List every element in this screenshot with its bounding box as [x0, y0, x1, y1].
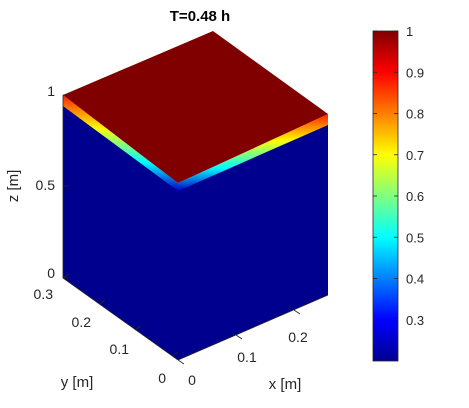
z-axis-label: z [m] — [5, 170, 22, 203]
y-axis-label: y [m] — [61, 374, 94, 391]
cube-left-face — [63, 95, 178, 360]
y-axis: 0.3 0.2 0.1 0 y [m] — [34, 273, 179, 391]
z-tick-label: 0.5 — [36, 177, 56, 193]
colorbar-tick-label: 0.7 — [406, 148, 424, 163]
x-tick-label: 0.2 — [288, 329, 308, 345]
z-axis: 1 0.5 0 z [m] — [5, 83, 69, 281]
x-tick-label: 0 — [188, 372, 196, 388]
colorbar-tick-label: 1 — [406, 24, 413, 39]
colorbar-tick-label: 0.5 — [406, 230, 424, 245]
colorbar: 0.3 0.4 0.5 0.6 0.7 0.8 0.9 1 — [372, 24, 424, 362]
y-tick-label: 0.1 — [110, 341, 130, 357]
colorbar-tick-label: 0.3 — [406, 313, 424, 328]
x-tick-label: 0.1 — [237, 349, 257, 365]
colorbar-tick-label: 0.6 — [406, 189, 424, 204]
colorbar-tick-label: 0.9 — [406, 65, 424, 80]
x-axis-label: x [m] — [269, 376, 302, 393]
z-tick-label: 1 — [47, 83, 55, 99]
chart-title: T=0.48 h — [170, 8, 230, 25]
cube-right-face — [178, 121, 328, 360]
x-axis: 0 0.1 0.2 x [m] — [177, 294, 329, 393]
colorbar-tick-label: 0.4 — [406, 272, 424, 287]
transition-band-left — [63, 95, 178, 191]
transition-band-right — [178, 114, 328, 191]
y-tick-label: 0.3 — [34, 286, 54, 302]
cube-top-face — [63, 31, 328, 183]
y-tick-label: 0.2 — [72, 314, 92, 330]
cube-plot — [63, 31, 328, 360]
colorbar-tick-label: 0.8 — [406, 107, 424, 122]
y-tick-label: 0 — [158, 370, 166, 386]
z-tick-label: 0 — [47, 265, 55, 281]
colorbar-ticks: 0.3 0.4 0.5 0.6 0.7 0.8 0.9 1 — [373, 24, 424, 328]
